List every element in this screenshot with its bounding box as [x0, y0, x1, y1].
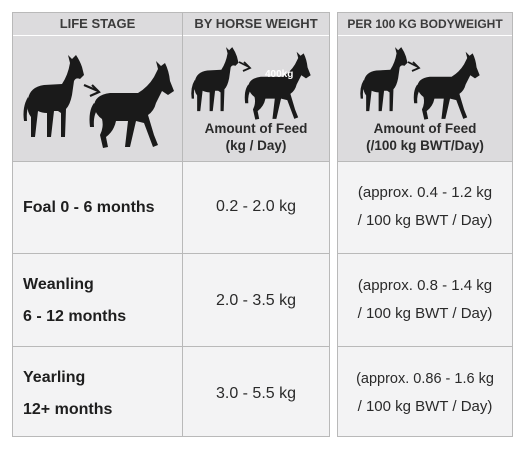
table-row-yearling-stage: Yearling 12+ months: [13, 346, 182, 436]
table-row-foal-per-100kg: (approx. 0.4 - 1.2 kg / 100 kg BWT / Day…: [338, 161, 512, 253]
arrow-icon: [407, 61, 421, 72]
table-row-foal-stage: Foal 0 - 6 months: [13, 161, 182, 253]
table-row-yearling-weight: 3.0 - 5.5 kg: [183, 346, 329, 436]
standing-horse-icon: [360, 47, 408, 112]
per-100kg-caption-line1: Amount of Feed: [373, 121, 477, 136]
walking-horse-icon: [244, 51, 311, 120]
feed-amount: 0.2 - 2.0 kg: [215, 198, 297, 215]
table-row-weanling-weight: 2.0 - 3.5 kg: [183, 253, 329, 346]
approx-line2: / 100 kg BWT / Day): [357, 212, 493, 229]
walking-horse-icon: [413, 51, 480, 120]
by-weight-caption-line1: Amount of Feed: [204, 121, 308, 136]
life-stage-image-cell: [13, 35, 182, 171]
column-divider: [182, 13, 183, 436]
walking-horse-icon: [89, 61, 174, 148]
table-row-weanling-stage: Weanling 6 - 12 months: [13, 253, 182, 346]
arrow-icon: [238, 61, 252, 72]
header-per-100kg: PER 100 KG BODYWEIGHT: [338, 13, 512, 35]
feed-amount: 3.0 - 5.5 kg: [215, 385, 297, 402]
stage-age: 6 - 12 months: [23, 308, 127, 325]
by-weight-image-cell: 400kg Amount of Feed (kg / Day): [183, 35, 329, 171]
standing-horse-icon: [23, 55, 84, 137]
by-weight-caption-line2: (kg / Day): [225, 138, 287, 153]
table-row-foal-weight: 0.2 - 2.0 kg: [183, 161, 329, 253]
foal-to-horse-illustration: [23, 55, 174, 148]
header-life-stage: LIFE STAGE: [13, 13, 182, 35]
approx-line1: (approx. 0.4 - 1.2 kg: [357, 184, 493, 201]
table-row-weanling-per-100kg: (approx. 0.8 - 1.4 kg / 100 kg BWT / Day…: [338, 253, 512, 346]
feed-table-per-100kg: PER 100 KG BODYWEIGHT Amount of Feed (/1…: [337, 12, 513, 437]
feed-amount: 2.0 - 3.5 kg: [215, 292, 297, 309]
approx-line1: (approx. 0.86 - 1.6 kg: [356, 371, 494, 387]
table-row-yearling-per-100kg: (approx. 0.86 - 1.6 kg / 100 kg BWT / Da…: [338, 346, 512, 436]
standing-horse-icon: [191, 47, 239, 112]
foal-to-horse-illustration: [360, 47, 480, 120]
weight-badge: 400kg: [265, 69, 294, 80]
approx-line1: (approx. 0.8 - 1.4 kg: [357, 277, 493, 294]
foal-to-400kg-horse-illustration: [191, 47, 311, 120]
per-100kg-caption-line2: (/100 kg BWT/Day): [366, 138, 484, 153]
arrow-icon: [83, 83, 101, 98]
approx-line2: / 100 kg BWT / Day): [357, 398, 493, 415]
stage-label: Weanling: [23, 276, 94, 293]
approx-line2: / 100 kg BWT / Day): [357, 305, 493, 322]
feed-table-main: LIFE STAGE BY HORSE WEIGHT: [12, 12, 330, 437]
header-by-weight: BY HORSE WEIGHT: [183, 13, 329, 35]
stage-age: 12+ months: [23, 401, 113, 418]
per-100kg-image-cell: Amount of Feed (/100 kg BWT/Day): [338, 35, 512, 171]
stage-label: Yearling: [23, 369, 86, 386]
stage-label: Foal 0 - 6 months: [23, 199, 155, 216]
